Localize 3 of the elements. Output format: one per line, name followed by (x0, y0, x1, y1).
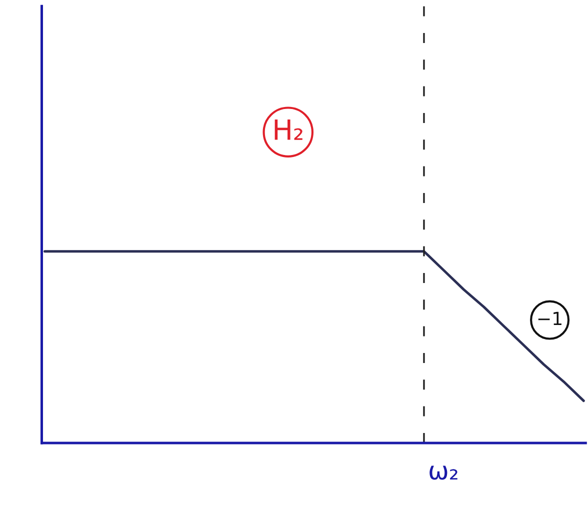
text: H₂ (274, 119, 302, 140)
text: ω₂ (430, 466, 458, 480)
annotation: −1 (538, 312, 562, 326)
